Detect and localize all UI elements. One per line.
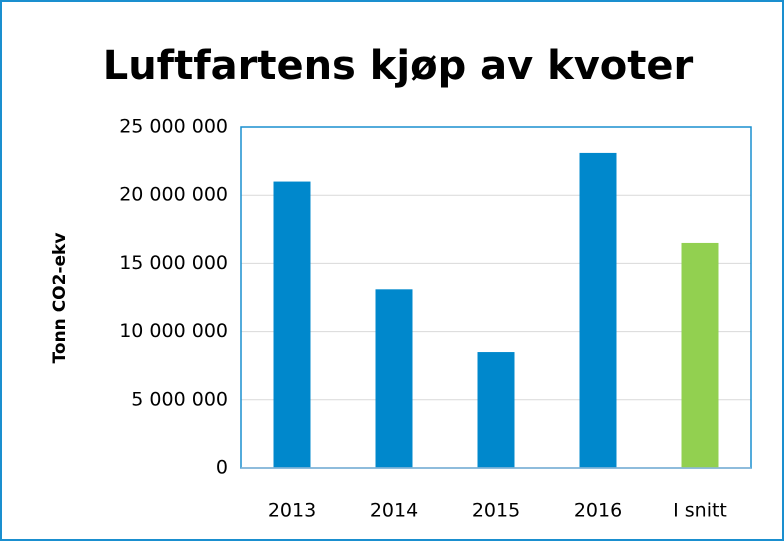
y-axis-label: Tonn CO2-ekv bbox=[50, 233, 70, 364]
y-tick-label: 10 000 000 bbox=[119, 320, 228, 342]
y-tick-label: 5 000 000 bbox=[131, 388, 228, 410]
y-tick-label: 0 bbox=[216, 457, 228, 479]
bar bbox=[273, 181, 311, 468]
chart-title: Luftfartens kjøp av kvoter bbox=[103, 43, 694, 89]
x-tick-label: 2015 bbox=[472, 500, 520, 522]
bar bbox=[375, 289, 413, 468]
y-tick-label: 20 000 000 bbox=[119, 184, 228, 206]
bar bbox=[579, 152, 617, 468]
x-tick-label: 2016 bbox=[574, 500, 622, 522]
y-tick-label: 25 000 000 bbox=[119, 116, 228, 138]
bar bbox=[681, 242, 719, 468]
x-tick-label: 2013 bbox=[268, 500, 316, 522]
bar bbox=[477, 352, 515, 468]
y-tick-label: 15 000 000 bbox=[119, 252, 228, 274]
x-tick-label: 2014 bbox=[370, 500, 418, 522]
x-tick-label: I snitt bbox=[673, 500, 727, 522]
